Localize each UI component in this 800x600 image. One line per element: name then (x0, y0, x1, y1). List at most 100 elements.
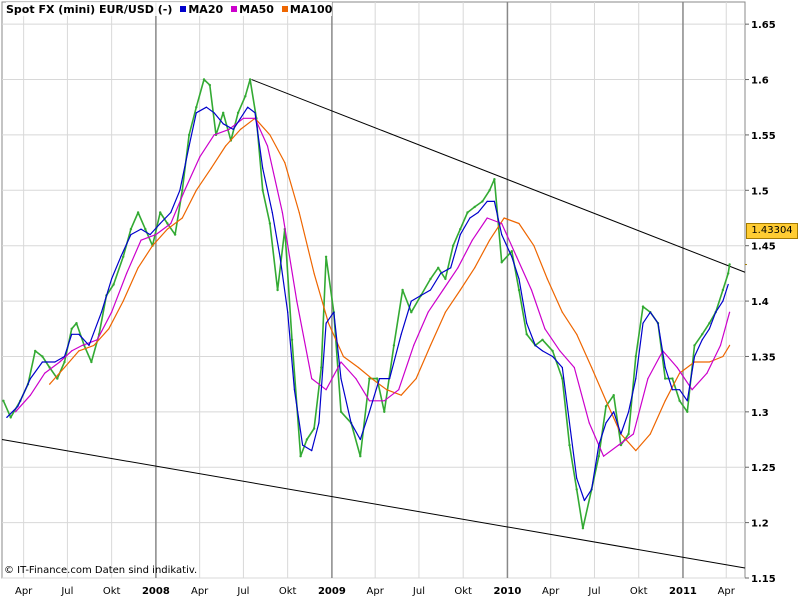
data-point (293, 389, 295, 391)
data-point (518, 222, 520, 225)
data-point (108, 328, 110, 330)
x-tick-label: Jul (236, 586, 249, 597)
data-point (641, 305, 645, 308)
data-point (59, 361, 61, 363)
data-point (2, 399, 5, 402)
data-point (427, 311, 429, 313)
data-point (44, 372, 46, 374)
data-point (359, 438, 361, 441)
data-point (671, 389, 674, 391)
series-layer (2, 78, 731, 530)
data-point (368, 377, 371, 380)
data-point (56, 377, 59, 380)
data-point (544, 328, 546, 330)
data-point (140, 228, 142, 230)
data-point (9, 416, 12, 419)
data-point (29, 378, 31, 380)
y-tick-label: 1.55 (751, 131, 776, 142)
data-point (151, 245, 154, 247)
data-point (170, 211, 172, 214)
data-point (729, 344, 731, 346)
data-point (517, 288, 521, 292)
axes: 1.15 1.2 1.25 1.3 1.35 1.4 1.45 1.5 1.55 1.6 1.65 A… (15, 20, 776, 597)
x-tick-label: Okt (454, 586, 472, 597)
data-point (671, 377, 674, 380)
data-point (279, 256, 281, 258)
data-point (459, 234, 461, 236)
data-point (719, 344, 722, 346)
data-point (333, 311, 335, 313)
data-point (728, 263, 731, 266)
data-point (389, 378, 391, 380)
legend-item-ma20: MA20 (180, 3, 223, 16)
data-point (706, 372, 708, 374)
data-point (721, 288, 725, 292)
data-point (284, 162, 286, 164)
data-point (664, 366, 666, 369)
data-point (503, 217, 505, 219)
data-point (120, 256, 122, 258)
x-tick-label: Jul (60, 586, 73, 597)
data-point (533, 245, 535, 247)
data-point (78, 350, 80, 352)
data-point (575, 488, 578, 491)
x-tick-label: 2009 (318, 586, 346, 597)
data-point (149, 234, 151, 236)
data-point (71, 350, 73, 352)
data-point (112, 283, 115, 286)
data-point (678, 399, 681, 402)
data-point (398, 389, 400, 391)
data-point (54, 361, 56, 363)
x-tick-label: Apr (542, 586, 560, 597)
data-point (493, 178, 496, 181)
data-point (311, 450, 313, 452)
legend-label-ma100: MA100 (289, 2, 333, 16)
data-point (342, 355, 344, 358)
series-line-spot (2, 78, 731, 529)
data-point (195, 106, 198, 109)
data-point (29, 394, 31, 396)
data-point (312, 427, 316, 430)
x-tick-label: Apr (191, 586, 209, 597)
data-point (400, 394, 402, 396)
data-point (488, 189, 491, 192)
data-point (325, 389, 327, 391)
data-point (679, 389, 681, 391)
y-tick-label: 1.4 (751, 297, 769, 308)
data-point (261, 189, 264, 192)
data-point (41, 355, 44, 358)
y-tick-label: 1.3 (751, 408, 769, 419)
data-point (386, 389, 388, 391)
data-point (581, 527, 585, 530)
data-point (451, 244, 455, 247)
data-point (489, 239, 491, 241)
data-point (573, 366, 575, 369)
data-point (410, 311, 413, 314)
data-point (437, 266, 440, 269)
data-point (525, 333, 528, 336)
data-point (501, 222, 503, 225)
data-point (318, 422, 320, 424)
trendline-lower (1, 439, 746, 569)
data-point (244, 95, 247, 98)
data-point (541, 350, 544, 352)
data-point (597, 455, 600, 458)
data-point (400, 333, 402, 335)
data-point (588, 422, 590, 424)
data-point (266, 145, 269, 147)
data-point (693, 355, 696, 358)
data-point (63, 366, 66, 369)
trendline-upper (251, 79, 746, 273)
data-point (299, 455, 302, 458)
data-point (281, 211, 283, 214)
x-tick-label: Apr (367, 586, 385, 597)
data-point (88, 344, 90, 346)
data-point (392, 344, 396, 347)
data-point (254, 112, 256, 114)
x-tick-label: 2008 (142, 586, 170, 597)
data-point (701, 333, 704, 336)
last-price-label: 1.43304 (746, 223, 798, 239)
data-point (71, 333, 73, 335)
data-point (181, 189, 184, 192)
